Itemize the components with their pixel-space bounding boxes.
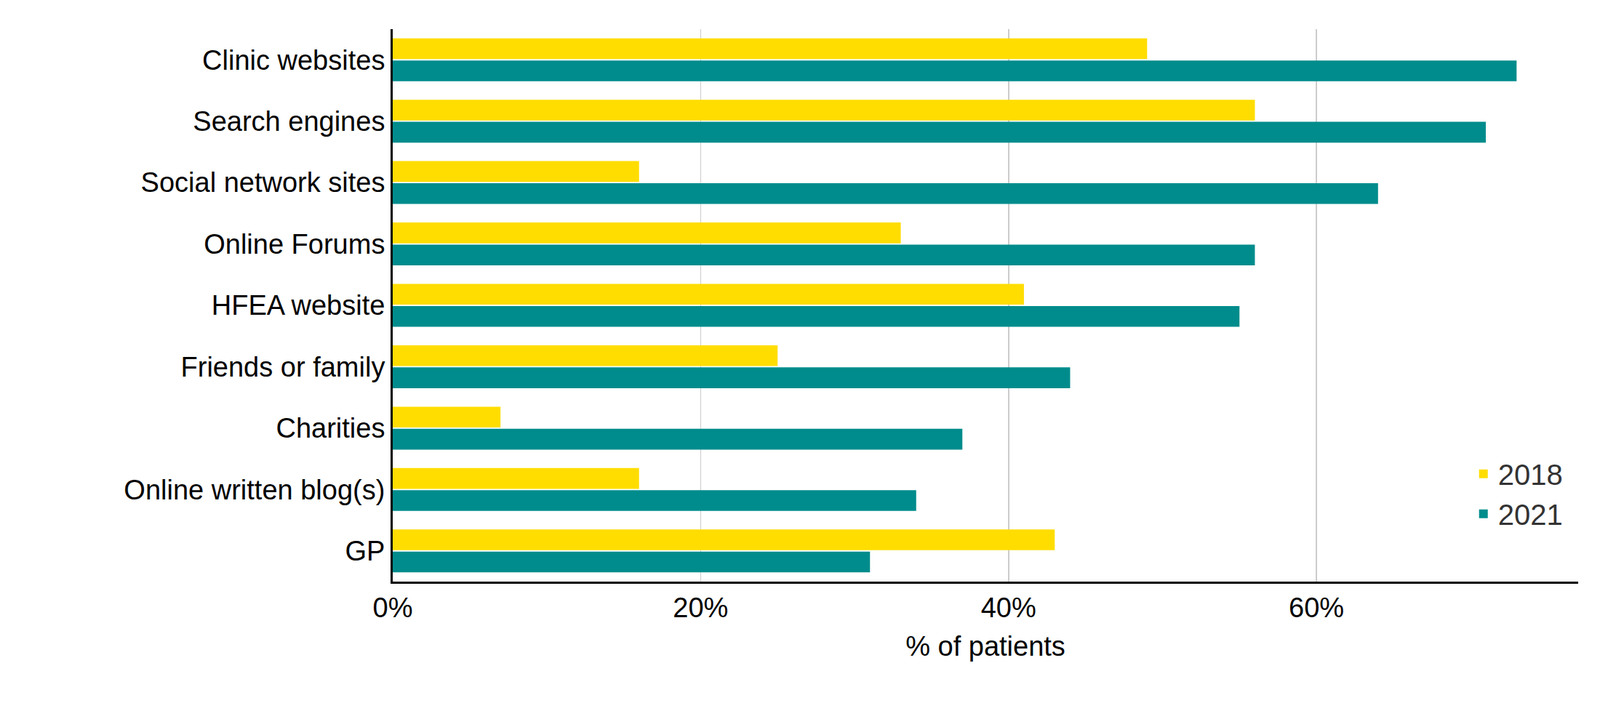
svg-text:Charities: Charities [275, 413, 385, 444]
svg-text:GP: GP [344, 536, 385, 567]
svg-text:20%: 20% [672, 592, 728, 624]
svg-text:0%: 0% [373, 592, 414, 624]
svg-text:40%: 40% [981, 592, 1037, 624]
svg-text:2018: 2018 [1498, 458, 1563, 491]
svg-text:Friends or family: Friends or family [181, 352, 386, 383]
svg-text:% of patients: % of patients [905, 631, 1066, 662]
svg-text:Social network sites: Social network sites [141, 167, 386, 198]
svg-text:Online written blog(s): Online written blog(s) [123, 474, 385, 506]
svg-text:Online Forums: Online Forums [203, 229, 385, 260]
svg-text:2021: 2021 [1498, 498, 1563, 531]
svg-text:Clinic websites: Clinic websites [202, 45, 385, 76]
svg-text:60%: 60% [1288, 592, 1344, 624]
svg-text:Search engines: Search engines [192, 106, 385, 137]
svg-text:HFEA website: HFEA website [211, 290, 386, 321]
